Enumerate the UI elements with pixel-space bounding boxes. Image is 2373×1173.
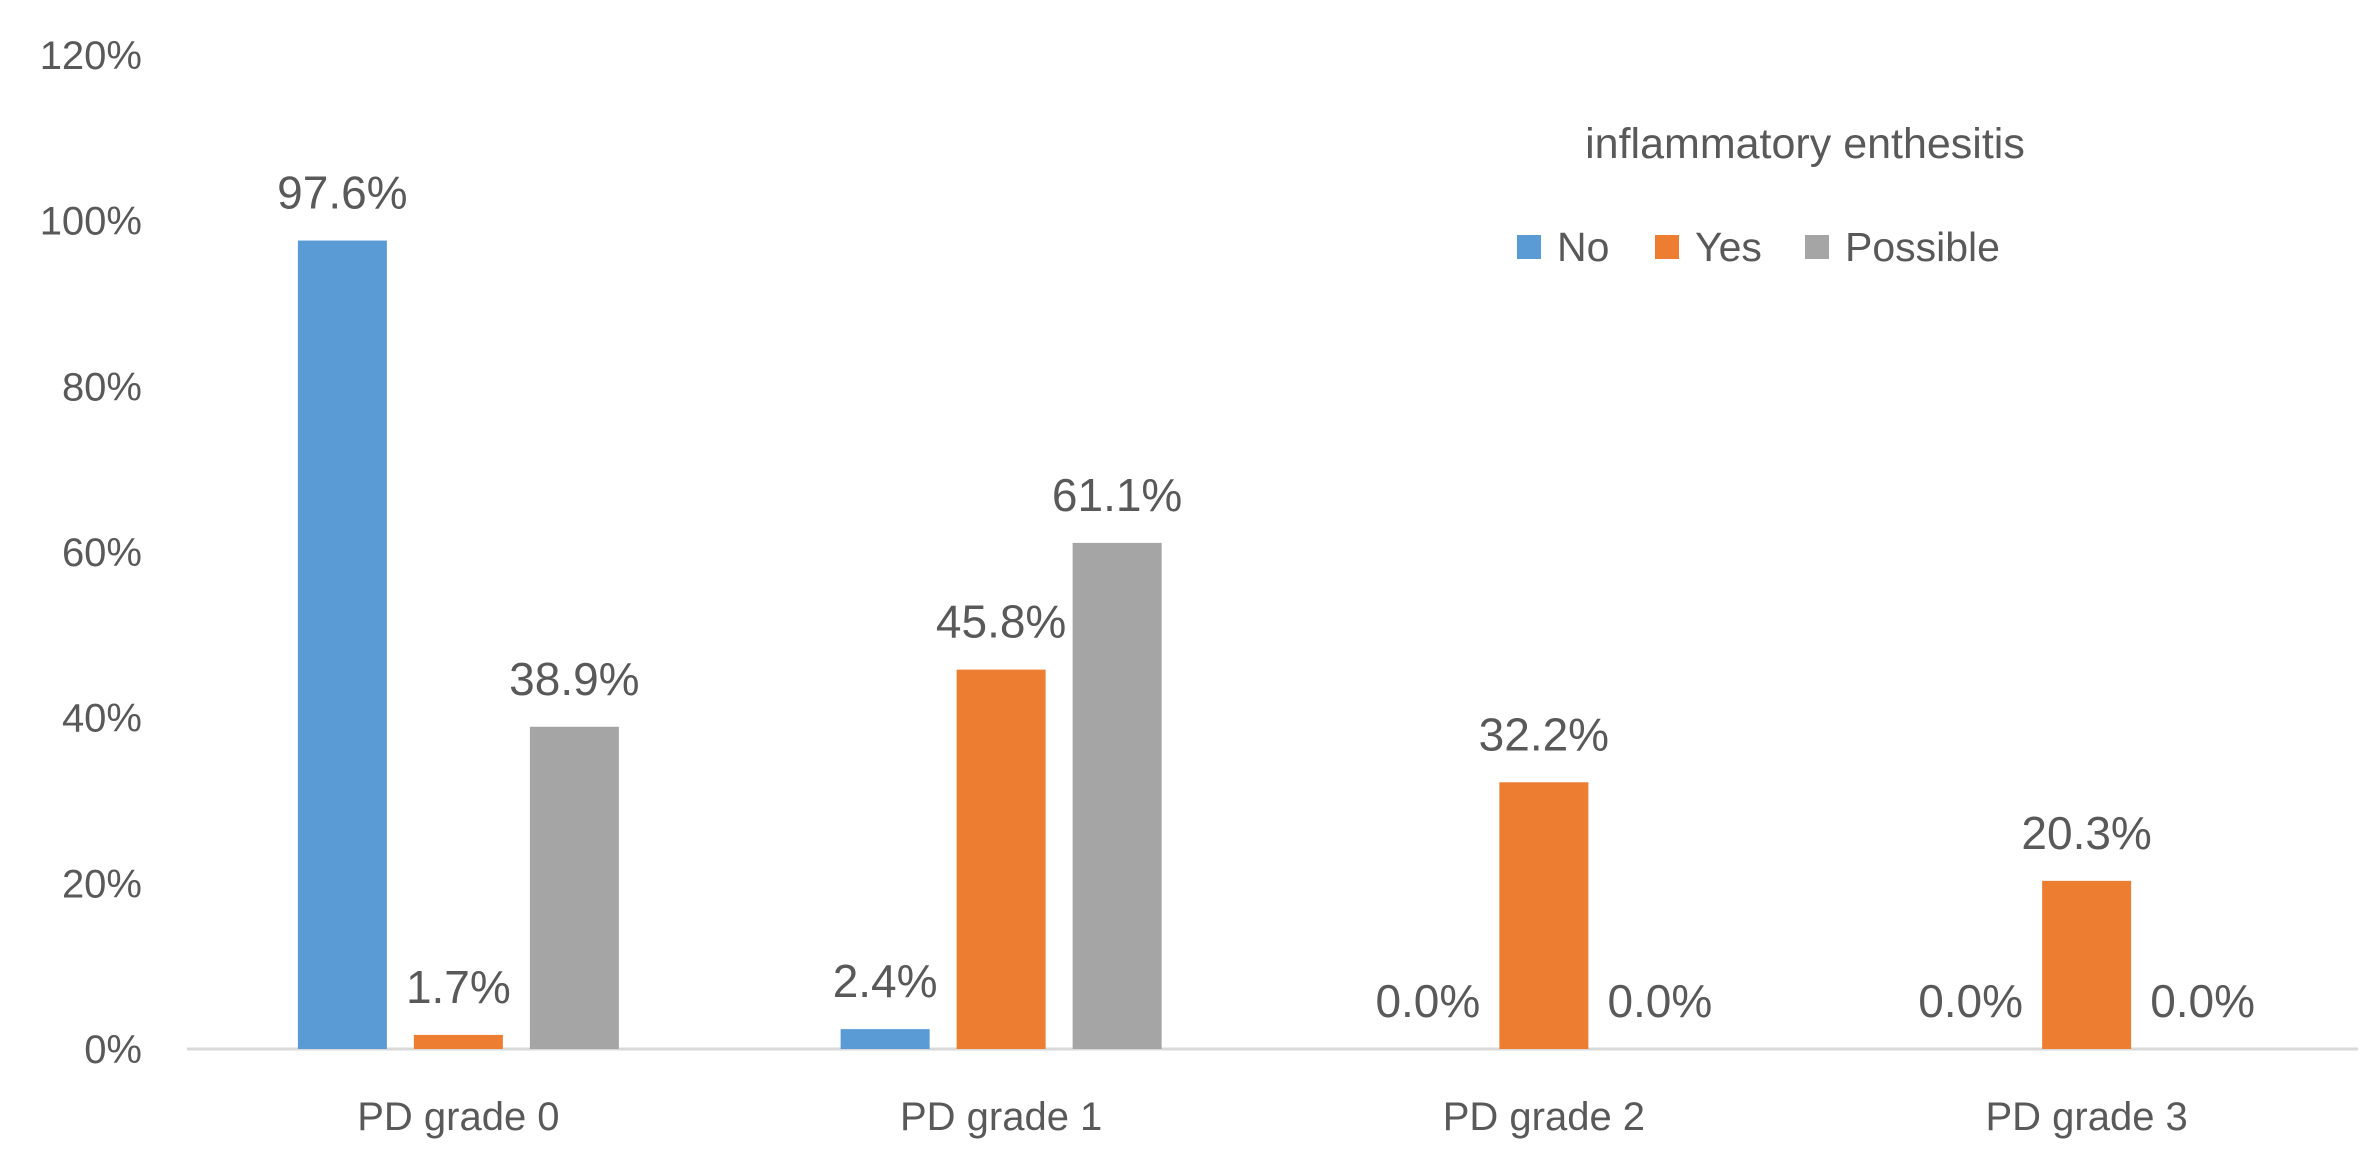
y-tick-label: 100% [40, 200, 142, 244]
legend-swatch-possible [1805, 235, 1829, 259]
legend-label-possible: Possible [1845, 224, 2000, 270]
x-axis: PD grade 0 PD grade 1 PD grade 2 PD grade 3 [187, 1047, 2358, 1139]
data-label: 32.2% [1479, 708, 1609, 760]
y-tick-label: 20% [62, 862, 142, 906]
data-label: 0.0% [2150, 975, 2255, 1027]
data-labels: 97.6% 2.4% 0.0% 0.0% 1.7% 45.8% 32.2% 20.3% 38.9… [277, 167, 2255, 1027]
y-tick-label: 0% [84, 1028, 142, 1072]
legend-label-yes: Yes [1695, 224, 1762, 270]
legend-swatch-no [1517, 235, 1541, 259]
data-label: 20.3% [2021, 807, 2151, 859]
data-label: 1.7% [406, 961, 511, 1013]
data-label: 38.9% [509, 653, 639, 705]
data-label: 45.8% [936, 596, 1066, 648]
y-tick-label: 60% [62, 531, 142, 575]
x-tick-label: PD grade 0 [357, 1095, 559, 1139]
bar-yes-3 [2042, 880, 2132, 1049]
legend-title: inflammatory enthesitis [1585, 120, 2025, 168]
legend: inflammatory enthesitis No Yes Possible [1517, 120, 2025, 270]
y-axis: 0% 20% 40% 60% 80% 100% 120% [40, 34, 142, 1072]
y-tick-label: 80% [62, 365, 142, 409]
bar-yes-0 [413, 1034, 503, 1049]
bar-possible-1 [1072, 542, 1162, 1049]
bar-yes-2 [1499, 782, 1589, 1049]
y-tick-label: 120% [40, 34, 142, 78]
bar-possible-0 [529, 726, 619, 1049]
bars [297, 240, 2132, 1050]
x-tick-label: PD grade 1 [900, 1095, 1102, 1139]
x-tick-label: PD grade 3 [1985, 1095, 2187, 1139]
bar-no-0 [297, 240, 387, 1050]
y-tick-label: 40% [62, 697, 142, 741]
x-tick-label: PD grade 2 [1443, 1095, 1645, 1139]
bar-yes-1 [956, 669, 1046, 1049]
legend-swatch-yes [1655, 235, 1679, 259]
data-label: 2.4% [833, 955, 938, 1007]
data-label: 97.6% [277, 167, 407, 219]
legend-label-no: No [1557, 224, 1609, 270]
data-label: 0.0% [1607, 975, 1712, 1027]
data-label: 0.0% [1375, 975, 1480, 1027]
data-label: 0.0% [1918, 975, 2023, 1027]
bar-no-1 [840, 1029, 930, 1049]
data-label: 61.1% [1052, 469, 1182, 521]
